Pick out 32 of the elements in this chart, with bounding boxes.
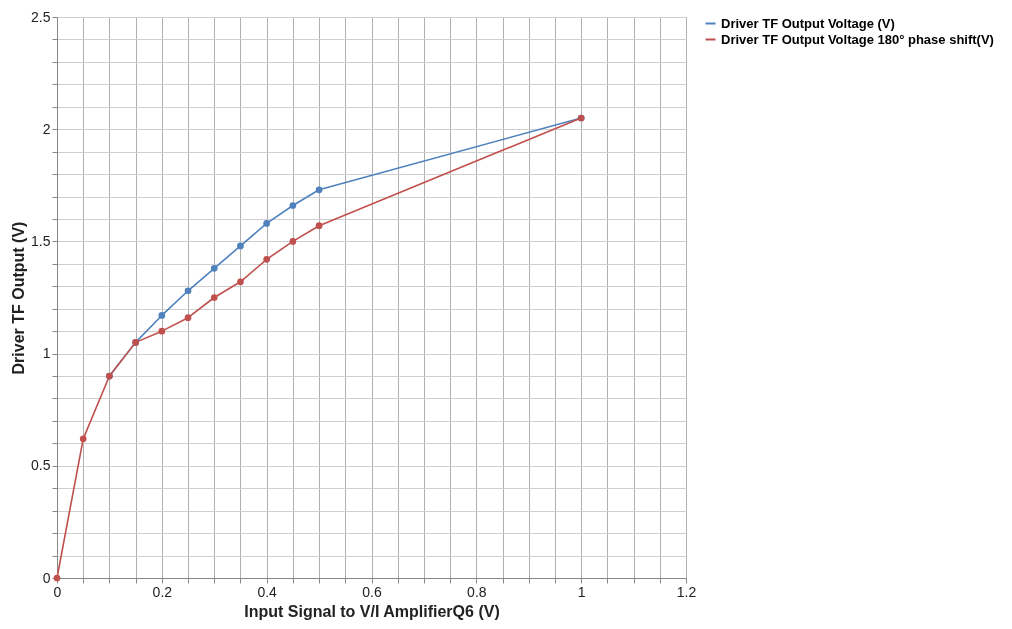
point	[237, 242, 244, 250]
point	[263, 256, 271, 263]
point	[184, 314, 192, 322]
point	[237, 278, 244, 286]
y-tick-label: 2	[42, 120, 51, 137]
point	[158, 327, 166, 335]
x-tick-label: 0	[53, 583, 62, 600]
point	[315, 222, 323, 230]
x-tick-label: 0.2	[152, 583, 173, 600]
y-tick-label: 2.5	[31, 8, 51, 25]
legend-label: Driver TF Output Voltage 180° phase shift(V)	[721, 31, 994, 47]
y-axis-title: Driver TF Output (V)	[10, 221, 28, 375]
x-axis-title: Input Signal to V/I AmplifierQ6 (V)	[244, 602, 500, 620]
point	[158, 312, 166, 319]
y-tick-label: 1	[42, 345, 51, 362]
point	[289, 238, 297, 245]
point	[79, 435, 87, 443]
x-tick-label: 1.2	[676, 583, 697, 600]
y-tick-label: 0	[42, 569, 51, 586]
x-tick-label: 0.4	[257, 583, 278, 600]
x-tick-label: 0.6	[362, 583, 382, 600]
point	[289, 202, 297, 209]
point	[263, 220, 271, 227]
point	[210, 264, 218, 272]
point	[210, 294, 218, 301]
x-tick-label: 1	[577, 583, 586, 600]
x-tick-label: 0.8	[467, 583, 487, 600]
point	[315, 186, 323, 194]
y-tick-label: 0.5	[31, 457, 51, 474]
point	[184, 287, 192, 295]
y-tick-label: 1.5	[31, 232, 51, 249]
legend-label: Driver TF Output Voltage (V)	[721, 15, 895, 31]
